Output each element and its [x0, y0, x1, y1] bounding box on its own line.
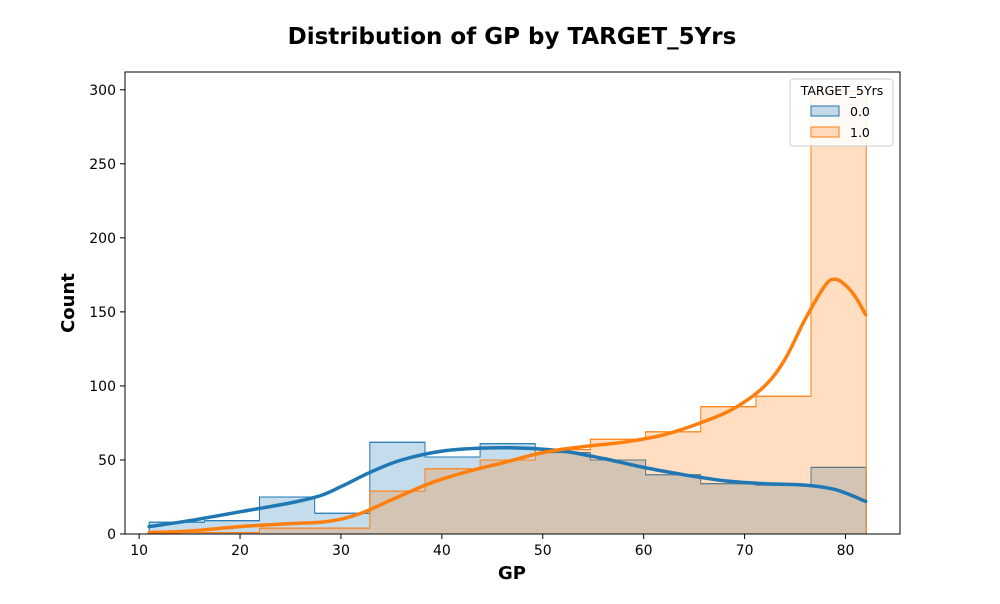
y-tick-label-300: 300 — [89, 83, 116, 99]
y-tick-label-0: 0 — [107, 527, 116, 543]
x-tick-label-30: 30 — [332, 543, 350, 559]
legend-items: 0.01.0 — [810, 104, 870, 140]
y-tick-label-250: 250 — [89, 157, 116, 173]
chart-title: Distribution of GP by TARGET_5Yrs — [288, 24, 737, 50]
legend-swatch-0 — [810, 105, 840, 117]
y-tick-label-150: 150 — [89, 305, 116, 321]
x-tick-label-10: 10 — [130, 543, 148, 559]
legend-label-0: 0.0 — [850, 104, 870, 119]
y-tick-label-100: 100 — [89, 379, 116, 395]
x-axis-label: GP — [498, 563, 526, 584]
y-tick-label-200: 200 — [89, 231, 116, 247]
plot-frame — [124, 71, 901, 535]
legend: TARGET_5Yrs 0.01.0 — [789, 78, 894, 147]
histogram-layer — [148, 90, 867, 535]
axes-layer: 10 20 30 40 50 60 70 80 0 50 100 150 200 250 300 — [89, 83, 854, 559]
legend-box — [789, 78, 894, 147]
kde-line-series-0 — [147, 445, 868, 529]
x-tick-label-50: 50 — [534, 543, 552, 559]
x-tick-label-60: 60 — [635, 543, 653, 559]
y-axis-label: Count — [58, 273, 79, 333]
histogram-series-1 — [148, 90, 867, 535]
legend-title: TARGET_5Yrs — [800, 83, 884, 98]
x-tick-label-40: 40 — [433, 543, 451, 559]
y-tick-label-50: 50 — [98, 453, 116, 469]
x-tick-label-70: 70 — [736, 543, 754, 559]
x-tick-label-80: 80 — [837, 543, 855, 559]
legend-label-1: 1.0 — [850, 125, 870, 140]
legend-swatch-1 — [810, 126, 840, 138]
x-tick-label-20: 20 — [231, 543, 249, 559]
kde-layer — [147, 277, 868, 535]
kde-line-series-1 — [147, 277, 868, 535]
